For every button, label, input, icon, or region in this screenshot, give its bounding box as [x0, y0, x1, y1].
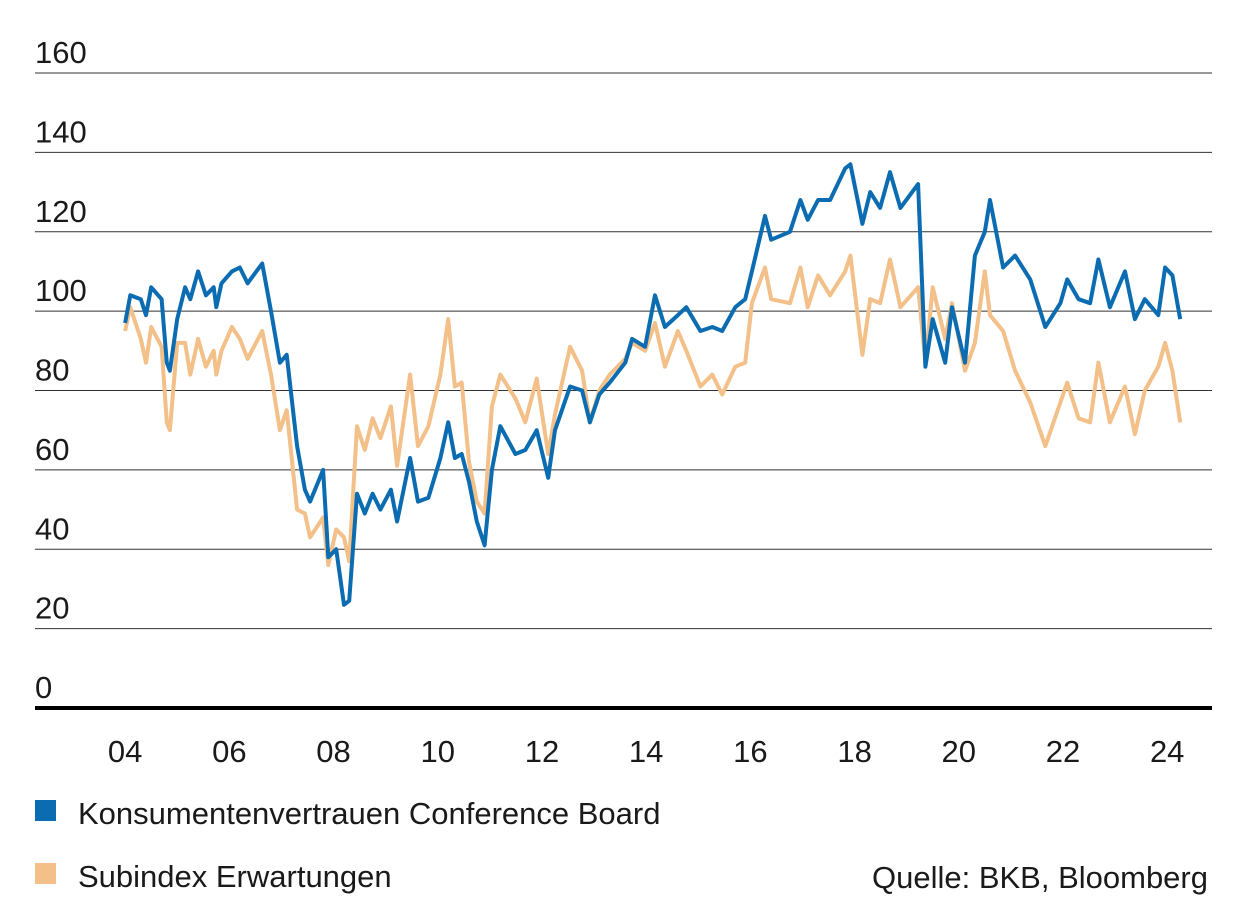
legend-swatch — [35, 863, 56, 884]
x-tick-label: 10 — [421, 734, 455, 769]
x-tick-label: 24 — [1150, 734, 1184, 769]
x-tick-label: 18 — [837, 734, 871, 769]
y-tick-label: 40 — [35, 511, 69, 546]
series-line — [123, 162, 1183, 607]
x-tick-label: 06 — [212, 734, 246, 769]
y-tick-label: 120 — [35, 194, 87, 229]
source: Quelle: BKB, Bloomberg — [872, 860, 1208, 895]
y-tick-label: 160 — [35, 35, 87, 70]
legend-label: Subindex Erwartungen — [78, 859, 392, 894]
series-line — [123, 253, 1183, 568]
y-tick-label: 80 — [35, 353, 69, 388]
x-tick-label: 04 — [108, 734, 142, 769]
x-tick-label: 16 — [733, 734, 767, 769]
legend-swatch — [35, 800, 56, 821]
x-tick-label: 20 — [942, 734, 976, 769]
y-tick-label: 20 — [35, 591, 69, 626]
y-tick-label: 0 — [35, 670, 52, 705]
x-tick-label: 14 — [629, 734, 663, 769]
legend-label: Konsumentenvertrauen Conference Board — [78, 796, 660, 831]
y-tick-label: 140 — [35, 114, 87, 149]
y-tick-label: 100 — [35, 273, 87, 308]
x-tick-label: 22 — [1046, 734, 1080, 769]
x-tick-label: 12 — [525, 734, 559, 769]
y-tick-label: 60 — [35, 432, 69, 467]
x-tick-label: 08 — [316, 734, 350, 769]
